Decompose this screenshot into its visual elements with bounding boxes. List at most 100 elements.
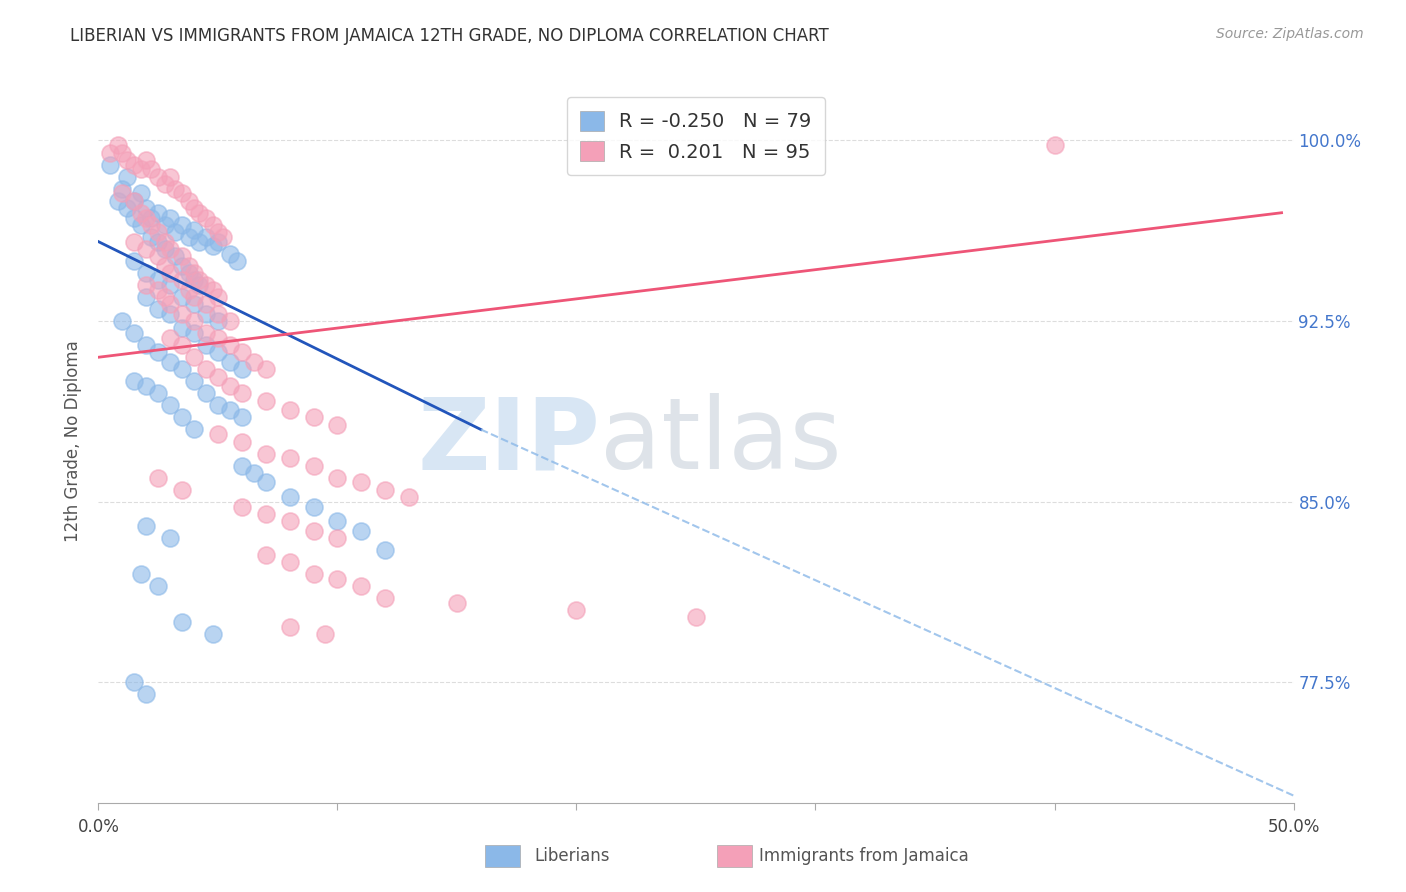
Point [195,278,218,293]
Point [231,458,253,473]
Point [374,483,396,497]
Point [202,627,225,641]
Point [115,201,138,215]
Point [183,273,205,287]
Point [148,225,170,239]
Point [446,596,468,610]
Point [350,475,373,490]
Point [254,548,277,562]
Point [207,345,229,359]
Point [172,410,194,425]
Point [148,345,170,359]
Point [172,259,194,273]
Point [148,273,170,287]
Point [159,355,181,369]
Point [159,211,181,225]
Point [148,470,170,484]
Point [172,218,194,232]
Point [135,278,157,293]
Point [135,290,157,304]
Point [135,379,157,393]
Point [179,259,201,273]
Point [139,211,162,225]
Point [131,205,153,219]
Point [183,326,205,340]
Point [207,235,229,249]
Point [195,362,218,376]
Point [148,235,170,249]
Point [111,145,134,160]
Point [254,446,277,460]
Point [231,410,253,425]
Point [148,205,170,219]
Point [124,326,146,340]
Point [124,235,146,249]
Point [172,321,194,335]
Point [124,194,146,208]
Point [219,355,242,369]
Point [195,326,218,340]
Point [124,211,146,225]
Point [131,186,153,201]
Point [148,386,170,401]
Point [172,307,194,321]
Point [302,500,325,514]
Point [565,603,588,617]
Point [163,225,186,239]
Text: Immigrants from Jamaica: Immigrants from Jamaica [759,847,969,865]
Point [98,157,122,171]
Point [124,253,146,268]
Point [183,201,205,215]
Point [172,483,194,497]
Point [231,362,253,376]
Point [350,524,373,538]
Point [107,138,129,153]
Point [148,283,170,297]
Point [302,524,325,538]
Point [179,194,201,208]
Point [172,186,194,201]
Point [219,314,242,328]
Point [172,249,194,263]
Point [398,490,420,504]
Point [163,249,186,263]
Point [315,627,337,641]
Point [231,500,253,514]
Point [98,145,122,160]
Point [139,218,162,232]
Point [107,194,129,208]
Point [135,211,157,225]
Point [179,266,201,280]
Point [183,222,205,236]
Point [374,542,396,557]
Point [111,186,134,201]
Point [155,259,177,273]
Point [231,434,253,449]
Point [202,239,225,253]
Point [219,246,242,260]
Point [183,374,205,388]
Point [159,297,181,311]
Point [207,369,229,384]
Point [195,386,218,401]
Point [183,290,205,304]
Point [350,579,373,593]
Point [207,427,229,442]
Legend: R = -0.250   N = 79, R =  0.201   N = 95: R = -0.250 N = 79, R = 0.201 N = 95 [567,97,825,175]
Point [115,169,138,184]
Point [195,297,218,311]
Point [326,470,349,484]
Point [159,266,181,280]
Point [207,398,229,412]
Y-axis label: 12th Grade, No Diploma: 12th Grade, No Diploma [65,341,83,542]
Text: LIBERIAN VS IMMIGRANTS FROM JAMAICA 12TH GRADE, NO DIPLOMA CORRELATION CHART: LIBERIAN VS IMMIGRANTS FROM JAMAICA 12TH… [70,27,830,45]
Point [254,507,277,521]
Text: ZIP: ZIP [418,393,600,490]
Point [111,181,134,195]
Point [1043,138,1066,153]
Point [278,620,301,634]
Point [135,518,157,533]
Point [231,386,253,401]
Point [187,235,209,249]
Point [159,242,181,256]
